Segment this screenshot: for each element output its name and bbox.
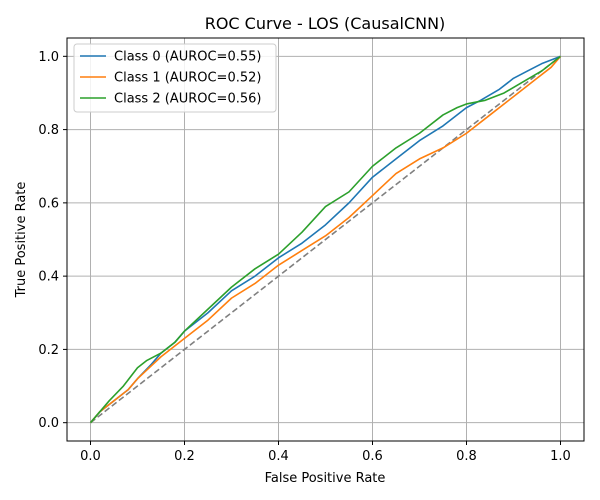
legend-box: [73, 43, 277, 113]
y-tick-label: 0.4: [38, 270, 59, 285]
x-tick-label: 0.6: [362, 449, 383, 464]
y-tick-label: 0.8: [38, 123, 59, 138]
series-layer: [89, 55, 562, 424]
chart-title: ROC Curve - LOS (CausalCNN): [205, 14, 446, 33]
legend-entry: Class 0 (AUROC=0.55): [114, 50, 261, 65]
x-tick-label: 0.8: [456, 449, 477, 464]
x-tick-label: 1.0: [550, 449, 571, 464]
grid-layer: [67, 38, 584, 441]
y-tick-label: 0.0: [38, 416, 59, 431]
series-line-class-1: [89, 55, 562, 424]
plot-area-frame: [66, 37, 585, 442]
y-tick-label: 0.6: [38, 196, 59, 211]
x-tick-label: 0.0: [80, 449, 101, 464]
legend-entry: Class 1 (AUROC=0.52): [114, 71, 261, 86]
y-axis-label: True Positive Rate: [14, 182, 29, 299]
legend-entry: Class 2 (AUROC=0.56): [114, 92, 261, 107]
x-tick-label: 0.4: [268, 449, 289, 464]
x-axis-label: False Positive Rate: [265, 471, 386, 486]
y-tick-label: 1.0: [38, 50, 59, 65]
y-tick-label: 0.2: [38, 343, 59, 358]
chance-diagonal-line: [90, 55, 561, 424]
series-line-class-2: [89, 55, 561, 424]
diagonal-layer: [90, 55, 561, 424]
x-tick-label: 0.2: [174, 449, 195, 464]
tick-layer: 0.0 0.2 0.4 0.6 0.8 1.0 0.0 0.2 0.4 0.6 0.8 1.0: [38, 50, 571, 464]
legend: Class 0 (AUROC=0.55) Class 1 (AUROC=0.52)…: [73, 43, 277, 113]
